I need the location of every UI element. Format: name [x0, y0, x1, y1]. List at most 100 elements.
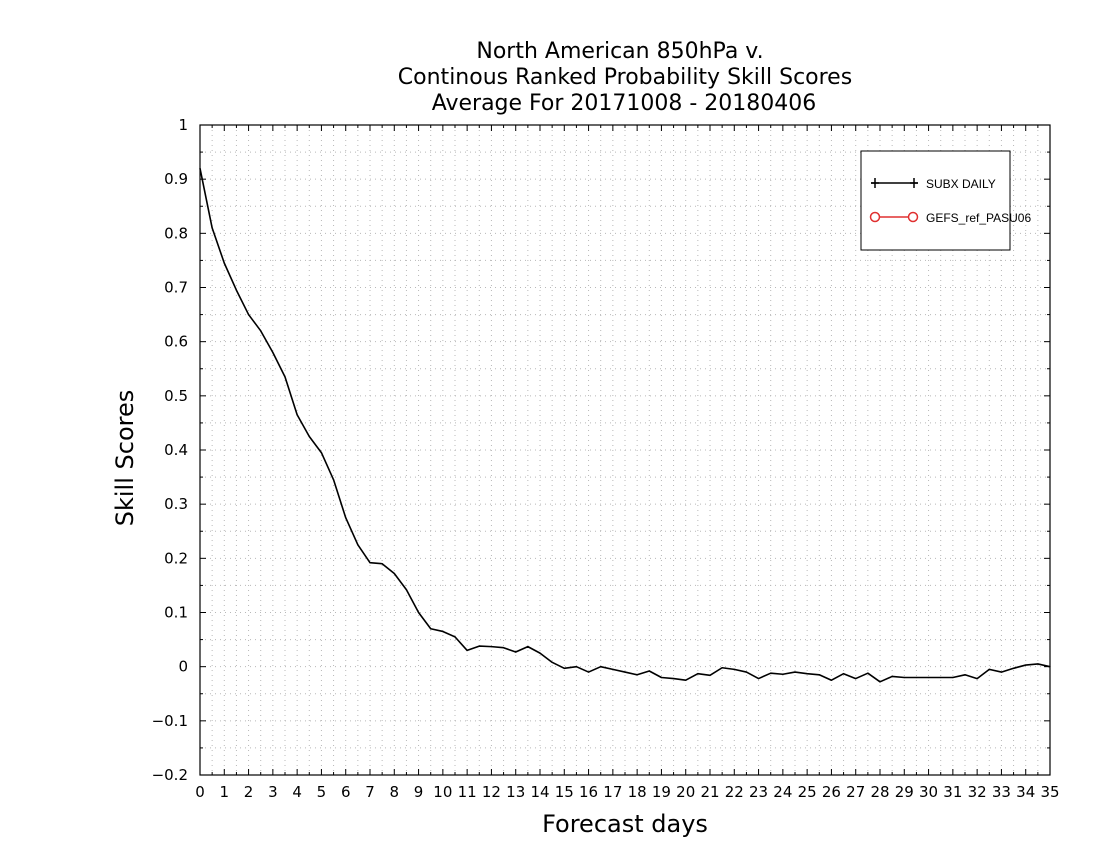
series-layer: [199, 167, 1051, 683]
x-tick-label: 15: [555, 783, 574, 801]
data-point: [1000, 671, 1003, 673]
legend-label-gefs: GEFS_ref_PASU06: [926, 211, 1031, 225]
data-point: [794, 671, 796, 673]
data-point: [612, 668, 614, 670]
data-point: [454, 636, 456, 638]
data-point: [697, 673, 699, 675]
y-tick-label: −0.2: [152, 766, 188, 784]
x-tick-label: 19: [652, 783, 671, 801]
x-tick-label: 11: [458, 783, 477, 801]
data-point: [381, 563, 383, 565]
data-point: [648, 670, 650, 672]
data-point: [515, 651, 517, 653]
data-point: [685, 679, 687, 681]
legend-plus-marker-icon: [871, 178, 918, 188]
legend: SUBX DAILY GEFS_ref_PASU06: [860, 150, 1031, 251]
y-tick-label: 0.5: [164, 387, 188, 405]
data-point: [296, 414, 298, 416]
data-point: [806, 673, 808, 675]
x-tick-label: 14: [530, 783, 549, 801]
data-point: [442, 630, 444, 633]
y-tick-label: 0: [178, 658, 188, 676]
x-tick-label: 16: [579, 783, 598, 801]
data-point: [1025, 664, 1027, 666]
data-point: [284, 376, 286, 378]
y-tick-label: −0.1: [152, 712, 188, 730]
y-tick-label: 0.2: [164, 549, 188, 567]
data-point: [551, 661, 553, 663]
data-point: [575, 666, 578, 668]
data-point: [891, 675, 893, 678]
data-point: [672, 677, 675, 680]
data-point: [976, 677, 978, 680]
data-point: [272, 351, 274, 354]
data-point: [490, 646, 493, 648]
data-point: [563, 667, 565, 669]
y-tick-label: 0.4: [164, 441, 188, 459]
x-tick-label: 0: [195, 783, 205, 801]
x-tick-label: 20: [676, 783, 695, 801]
data-point: [345, 517, 347, 519]
x-tick-label: 30: [919, 783, 938, 801]
x-tick-label: 25: [798, 783, 817, 801]
data-point: [466, 649, 468, 652]
x-tick-label: 5: [317, 783, 327, 801]
x-tick-label: 2: [244, 783, 254, 801]
legend-label-subx: SUBX DAILY: [926, 177, 996, 191]
x-tick-label: 34: [1016, 783, 1035, 801]
data-point: [587, 671, 590, 673]
chart-title-line-1: North American 850hPa v.: [476, 39, 763, 64]
x-tick-label: 4: [292, 783, 302, 801]
data-point: [430, 628, 432, 630]
data-point: [903, 676, 905, 679]
data-point: [940, 676, 942, 679]
data-point: [247, 313, 250, 316]
legend-circle-marker-icon: [907, 211, 919, 223]
x-tick-label: 35: [1040, 783, 1059, 801]
legend-box: [860, 150, 1011, 251]
data-point: [393, 572, 395, 575]
y-tick-label: 0.1: [164, 604, 188, 622]
data-point: [199, 167, 201, 169]
data-point: [624, 671, 626, 673]
x-tick-label: 24: [773, 783, 792, 801]
data-point: [842, 673, 845, 675]
data-point: [1037, 663, 1039, 665]
x-tick-label: 10: [433, 783, 452, 801]
data-point: [600, 666, 602, 668]
data-point: [369, 562, 371, 564]
x-tick-label: 31: [943, 783, 962, 801]
data-point: [879, 681, 881, 683]
data-point: [502, 647, 505, 649]
data-point: [1012, 667, 1015, 669]
data-point: [915, 676, 918, 679]
data-point: [235, 289, 238, 291]
y-tick-label: 0.7: [164, 279, 188, 297]
x-tick-label: 32: [968, 783, 987, 801]
x-tick-label: 28: [870, 783, 889, 801]
data-point: [539, 652, 541, 654]
x-tick-label: 17: [603, 783, 622, 801]
data-point: [223, 262, 225, 264]
data-point: [721, 667, 723, 669]
data-point: [357, 544, 359, 546]
data-point: [332, 479, 335, 481]
x-tick-label: 22: [725, 783, 744, 801]
x-tick-label: 27: [846, 783, 865, 801]
data-point: [211, 227, 213, 229]
data-point: [988, 668, 990, 670]
y-tick-label: 0.8: [164, 224, 188, 242]
data-point: [1049, 666, 1051, 668]
data-point: [405, 589, 408, 591]
data-point: [527, 646, 529, 648]
x-tick-label: 26: [822, 783, 841, 801]
data-point: [478, 645, 480, 647]
data-point: [320, 452, 323, 454]
data-point: [855, 677, 857, 680]
x-tick-label: 33: [992, 783, 1011, 801]
x-tick-label: 9: [414, 783, 424, 801]
x-tick-label: 1: [220, 783, 230, 801]
x-tick-label: 29: [895, 783, 914, 801]
data-point: [770, 672, 772, 674]
